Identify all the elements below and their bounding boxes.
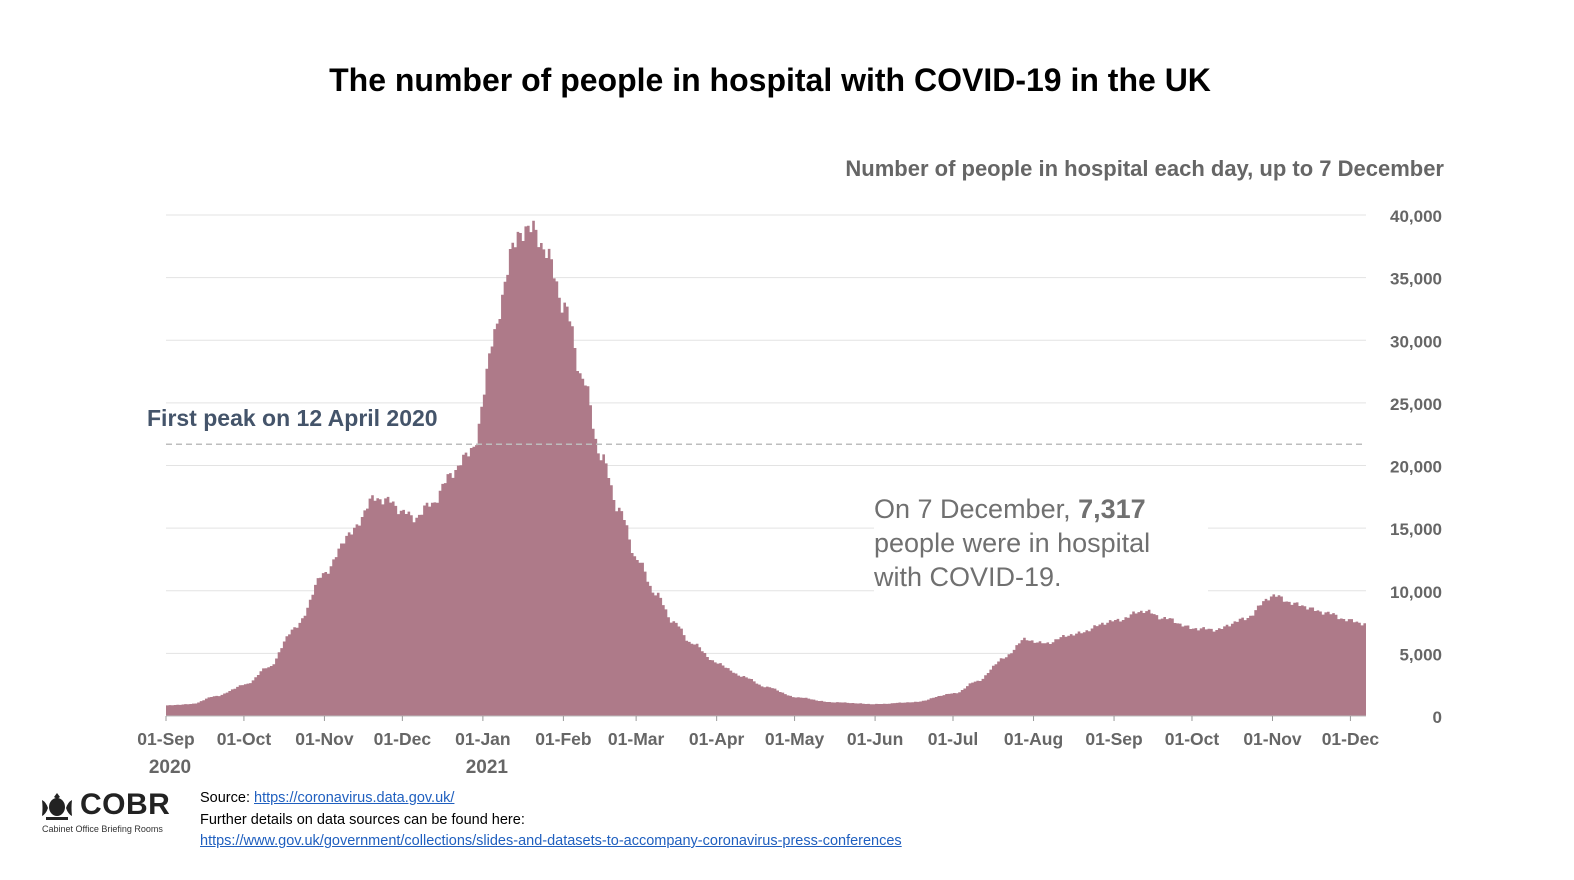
y-axis: 0 5,000 10,000 15,000 20,000 25,000 30,000 35,0… bbox=[1390, 207, 1442, 727]
latest-value-annotation: On 7 December, 7,317 people were in hosp… bbox=[874, 492, 1208, 598]
x-tick-label: 01-Dec bbox=[1322, 729, 1380, 749]
source-link[interactable]: https://coronavirus.data.gov.uk/ bbox=[254, 790, 455, 806]
x-tick-label: 01-Oct bbox=[1165, 729, 1220, 749]
y-tick-label: 20,000 bbox=[1390, 458, 1442, 477]
hospital-series-area bbox=[166, 220, 1366, 716]
y-tick-label: 30,000 bbox=[1390, 332, 1442, 351]
details-text: Further details on data sources can be f… bbox=[200, 811, 525, 828]
x-tick-label: 01-May bbox=[765, 729, 825, 749]
x-tick-label: 01-Nov bbox=[1243, 729, 1302, 749]
footer-sources: Source: https://coronavirus.data.gov.uk/… bbox=[200, 788, 902, 853]
y-tick-label: 0 bbox=[1433, 708, 1442, 727]
x-tick-label: 01-Sep bbox=[137, 729, 194, 749]
x-tick-label: 01-Nov bbox=[295, 729, 354, 749]
y-tick-label: 35,000 bbox=[1390, 270, 1442, 289]
details-link[interactable]: https://www.gov.uk/government/collection… bbox=[200, 833, 902, 849]
annotation-prefix: On 7 December, bbox=[874, 494, 1079, 524]
year-label: 2020 bbox=[149, 757, 191, 778]
y-tick-label: 40,000 bbox=[1390, 207, 1442, 226]
chart-title: The number of people in hospital with CO… bbox=[329, 62, 1211, 98]
source-label: Source: bbox=[200, 790, 254, 806]
x-axis: 01-Sep 01-Oct 01-Nov 01-Dec 01-Jan 01-Feb 01-M… bbox=[137, 715, 1380, 778]
cobr-logo: COBR Cabinet Office Briefing Rooms bbox=[36, 788, 176, 840]
annotation-line3: with COVID-19. bbox=[874, 562, 1062, 592]
y-tick-label: 10,000 bbox=[1390, 583, 1442, 602]
y-tick-label: 15,000 bbox=[1390, 520, 1442, 539]
x-tick-label: 01-Jan bbox=[455, 729, 510, 749]
x-tick-label: 01-Jul bbox=[928, 729, 979, 749]
x-tick-label: 01-Sep bbox=[1085, 729, 1142, 749]
y-tick-label: 5,000 bbox=[1399, 645, 1442, 664]
logo-subtitle: Cabinet Office Briefing Rooms bbox=[42, 824, 163, 834]
data-area bbox=[166, 220, 1366, 716]
x-tick-label: 01-Dec bbox=[374, 729, 432, 749]
x-tick-label: 01-Apr bbox=[689, 729, 745, 749]
logo-wordmark: COBR bbox=[80, 788, 171, 821]
x-tick-label: 01-Mar bbox=[608, 729, 665, 749]
annotation-value: 7,317 bbox=[1078, 494, 1146, 524]
x-tick-label: 01-Aug bbox=[1004, 729, 1063, 749]
x-tick-label: 01-Oct bbox=[217, 729, 272, 749]
year-label: 2021 bbox=[466, 757, 509, 778]
annotation-line2: people were in hospital bbox=[874, 528, 1151, 558]
y-tick-label: 25,000 bbox=[1390, 395, 1442, 414]
chart-subtitle: Number of people in hospital each day, u… bbox=[845, 156, 1444, 181]
x-tick-label: 01-Feb bbox=[535, 729, 591, 749]
royal-crest-icon bbox=[42, 793, 72, 820]
first-peak-label: First peak on 12 April 2020 bbox=[147, 405, 438, 431]
x-tick-label: 01-Jun bbox=[847, 729, 903, 749]
